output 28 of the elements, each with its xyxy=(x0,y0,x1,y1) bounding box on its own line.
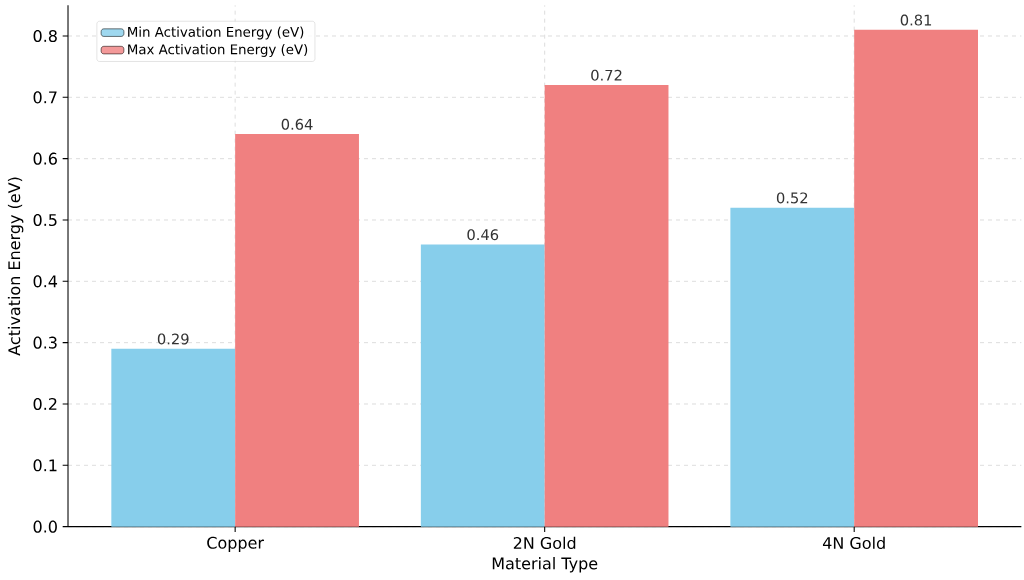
bar xyxy=(730,207,855,527)
data-label: 0.81 xyxy=(900,14,932,26)
bar xyxy=(854,29,978,527)
data-label: 0.64 xyxy=(281,118,313,130)
bar xyxy=(544,85,669,527)
y-tick-label: 0.1 xyxy=(33,459,57,472)
x-tick-label: Copper xyxy=(207,536,265,552)
y-tick-label: 0.6 xyxy=(33,152,57,165)
y-tick-label: 0.4 xyxy=(33,275,58,288)
data-label: 0.29 xyxy=(157,333,189,345)
x-axis-title: Material Type xyxy=(492,557,598,573)
x-tick-label: 4N Gold xyxy=(822,536,885,550)
data-label: 0.46 xyxy=(467,229,499,241)
y-tick-label: 0.2 xyxy=(33,397,57,411)
legend-label: Min Activation Energy (eV) xyxy=(128,26,304,40)
y-tick-label: 0.8 xyxy=(33,29,57,43)
x-tick-label: 2N Gold xyxy=(513,536,576,550)
data-label: 0.52 xyxy=(776,192,808,204)
bar xyxy=(111,348,236,527)
y-tick-label: 0.5 xyxy=(33,213,57,227)
bar xyxy=(420,244,545,527)
y-tick-label: 0.0 xyxy=(33,520,57,533)
y-tick-label: 0.7 xyxy=(33,91,57,104)
y-tick-label: 0.3 xyxy=(33,336,57,349)
bar xyxy=(235,134,359,527)
y-axis-title: Activation Energy (eV) xyxy=(7,177,24,356)
data-label: 0.72 xyxy=(591,69,622,81)
legend-label: Max Activation Energy (eV) xyxy=(128,44,308,57)
